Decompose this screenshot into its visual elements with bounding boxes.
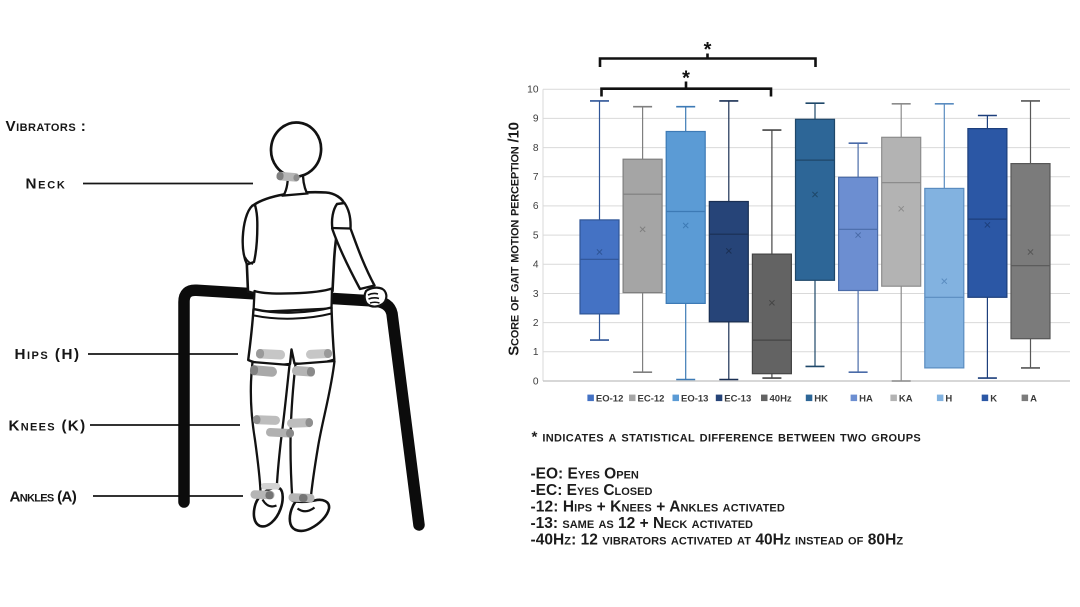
svg-text:HK: HK [814,393,828,404]
svg-text:40Hz: 40Hz [770,393,792,404]
svg-text:* indicates a statistical diff: * indicates a statistical difference bet… [532,429,922,446]
svg-text:EC-12: EC-12 [638,393,665,404]
svg-text:8: 8 [533,143,539,154]
svg-text:EO-13: EO-13 [681,393,708,404]
svg-text:-40Hz: 12 vibrators activated: -40Hz: 12 vibrators activated at 40Hz in… [531,532,904,549]
svg-text:Hips (H): Hips (H) [15,346,81,363]
svg-text:Ankles (A): Ankles (A) [10,489,77,506]
svg-text:6: 6 [533,201,539,212]
svg-text:-EO: Eyes Open: -EO: Eyes Open [531,466,639,483]
svg-text:1: 1 [533,347,539,358]
svg-text:HA: HA [859,393,873,404]
svg-text:Neck: Neck [26,176,67,193]
svg-text:-13: same as 12 + Neck activat: -13: same as 12 + Neck activated [531,515,754,532]
svg-text:-EC: Eyes Closed: -EC: Eyes Closed [531,482,653,499]
svg-text:A: A [1030,393,1037,404]
svg-text:2: 2 [533,318,539,329]
svg-text:Score of gait motion perceptio: Score of gait motion perception /10 [506,122,523,356]
svg-text:H: H [945,393,952,404]
svg-text:EO-12: EO-12 [596,393,623,404]
svg-text:Vibrators :: Vibrators : [6,118,87,135]
svg-text:*: * [704,39,712,61]
svg-text:7: 7 [533,172,539,183]
svg-text:*: * [682,68,690,90]
svg-text:9: 9 [533,114,539,125]
svg-text:Knees (K): Knees (K) [9,418,87,435]
svg-text:5: 5 [533,230,539,241]
svg-text:-12: Hips + Knees + Ankles act: -12: Hips + Knees + Ankles activated [531,499,785,516]
svg-text:0: 0 [533,376,539,387]
svg-text:4: 4 [533,260,539,271]
svg-text:K: K [990,393,997,404]
svg-text:EC-13: EC-13 [724,393,751,404]
svg-text:10: 10 [527,85,539,96]
svg-text:KA: KA [899,393,913,404]
svg-text:3: 3 [533,289,539,300]
